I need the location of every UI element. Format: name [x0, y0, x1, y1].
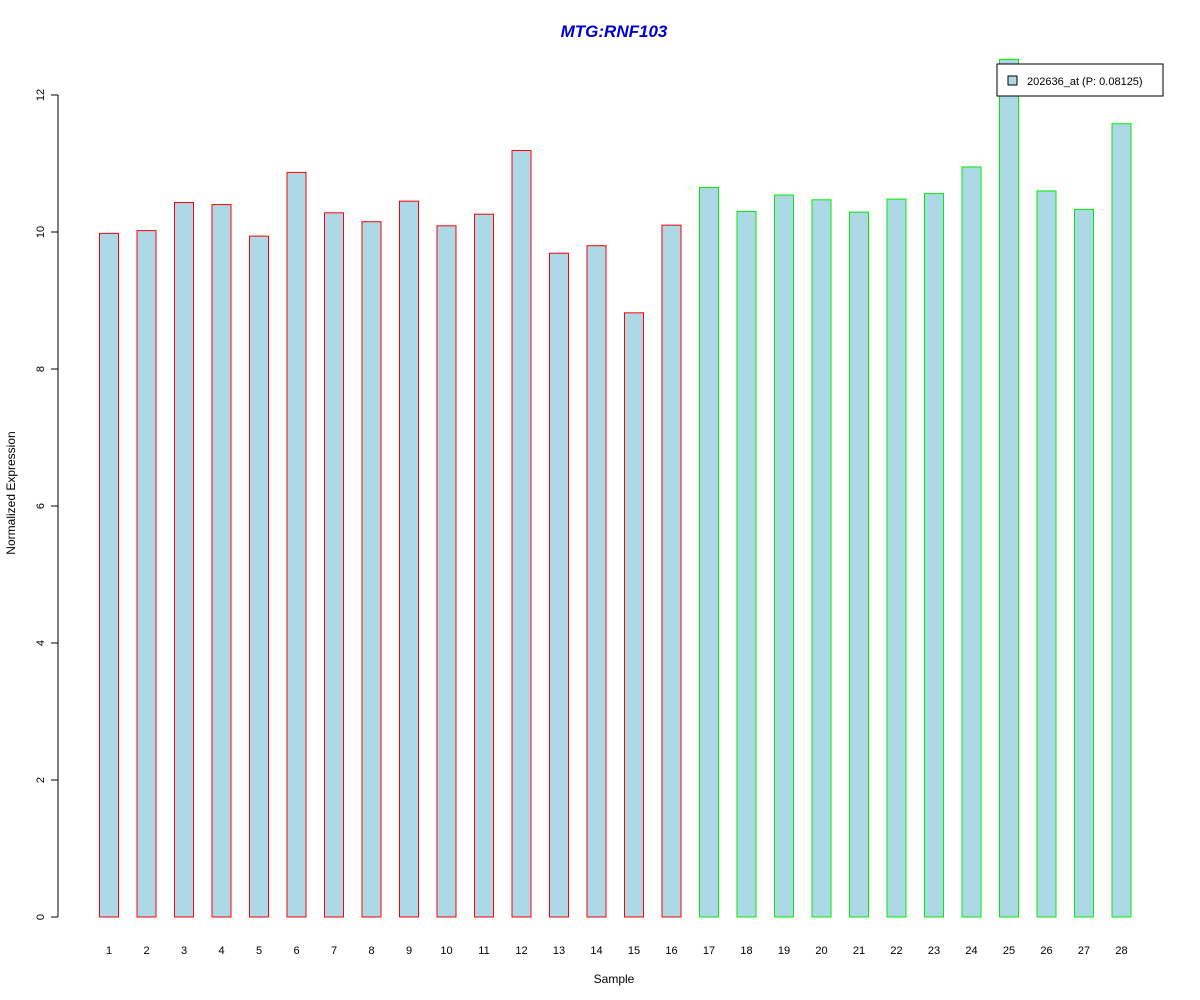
x-axis-tick-label: 20: [815, 945, 827, 957]
bar-sample-12: [511, 149, 532, 918]
x-axis-tick-label: 27: [1078, 945, 1090, 957]
x-axis-tick-label: 5: [256, 945, 262, 957]
y-axis-tick-label: 12: [35, 89, 47, 101]
bar-sample-5: [249, 235, 269, 918]
bar-sample-9: [399, 200, 419, 918]
x-axis-tick-label: 4: [218, 945, 224, 957]
bar-sample-16: [661, 224, 682, 918]
bar-sample-15: [624, 312, 644, 918]
bar-sample-10: [436, 225, 457, 918]
y-axis-tick-label: 10: [35, 226, 47, 238]
y-axis-tick-label: 0: [35, 914, 47, 920]
legend-swatch: [1007, 75, 1018, 86]
x-axis-tick-label: 9: [406, 945, 412, 957]
x-axis-tick-label: 7: [331, 945, 337, 957]
y-axis-tick-label: 2: [35, 777, 47, 783]
bar-sample-6: [286, 171, 307, 918]
bar-sample-20: [811, 199, 832, 918]
bar-sample-23: [924, 193, 944, 918]
x-axis-tick-label: 15: [628, 945, 640, 957]
x-axis-tick-label: 1: [106, 945, 112, 957]
bar-sample-26: [1036, 190, 1057, 918]
bar-sample-13: [549, 252, 569, 918]
bar-sample-7: [324, 212, 344, 918]
bars: [99, 58, 1132, 918]
x-axis-tick-labels: 1 2 3 4 5 6 7 8 9 10 11 12 13 14 15 16 17 18 19 20 21 22 23 24 2…: [106, 945, 1128, 957]
x-axis-tick-label: 17: [703, 945, 715, 957]
bar-sample-8: [361, 221, 382, 918]
bar-sample-18: [736, 210, 757, 918]
x-axis-tick-label: 22: [890, 945, 902, 957]
chart-title: MTG:RNF103: [561, 22, 668, 41]
x-axis-tick-label: 18: [740, 945, 752, 957]
y-axis-tick-label: 8: [35, 366, 47, 372]
bar-sample-4: [211, 204, 232, 918]
x-axis-tick-label: 19: [778, 945, 790, 957]
y-axis-label: Normalized Expression: [4, 431, 18, 554]
x-axis-tick-label: 11: [478, 945, 489, 957]
x-axis-label: Sample: [594, 972, 635, 986]
bar-sample-11: [474, 213, 494, 918]
x-axis-tick-label: 8: [368, 945, 374, 957]
y-axis-tick-label: 4: [35, 640, 47, 646]
bar-sample-14: [586, 245, 607, 918]
x-axis-tick-label: 14: [590, 945, 602, 957]
bar-sample-24: [961, 166, 982, 918]
x-axis-tick-label: 3: [181, 945, 187, 957]
x-axis-tick-label: 6: [293, 945, 299, 957]
x-axis-tick-label: 28: [1115, 945, 1127, 957]
bar-sample-1: [99, 232, 119, 918]
x-axis-tick-label: 10: [440, 945, 452, 957]
legend-entry-label: 202636_at (P: 0.08125): [1027, 76, 1143, 88]
y-axis: 0 2 4 6 8 10 12: [35, 89, 59, 920]
x-axis-tick-label: 25: [1003, 945, 1015, 957]
x-axis-tick-label: 26: [1040, 945, 1052, 957]
legend: 202636_at (P: 0.08125): [996, 63, 1164, 97]
bar-sample-27: [1074, 208, 1094, 918]
bar-sample-21: [849, 211, 869, 918]
x-axis-tick-label: 23: [928, 945, 940, 957]
bar-sample-22: [886, 198, 907, 918]
bar-sample-28: [1111, 123, 1132, 918]
legend-box: [996, 63, 1164, 97]
x-axis-tick-label: 2: [143, 945, 149, 957]
bar-sample-25: [999, 58, 1019, 918]
x-axis-tick-label: 16: [665, 945, 677, 957]
x-axis-tick-label: 13: [553, 945, 565, 957]
x-axis-tick-label: 24: [965, 945, 977, 957]
bar-sample-17: [699, 186, 719, 918]
bar-sample-3: [174, 202, 194, 918]
bar-sample-2: [136, 230, 157, 918]
x-axis-tick-label: 21: [853, 945, 865, 957]
y-axis-tick-label: 6: [35, 503, 47, 509]
bar-sample-19: [774, 194, 794, 918]
x-axis-tick-label: 12: [515, 945, 527, 957]
